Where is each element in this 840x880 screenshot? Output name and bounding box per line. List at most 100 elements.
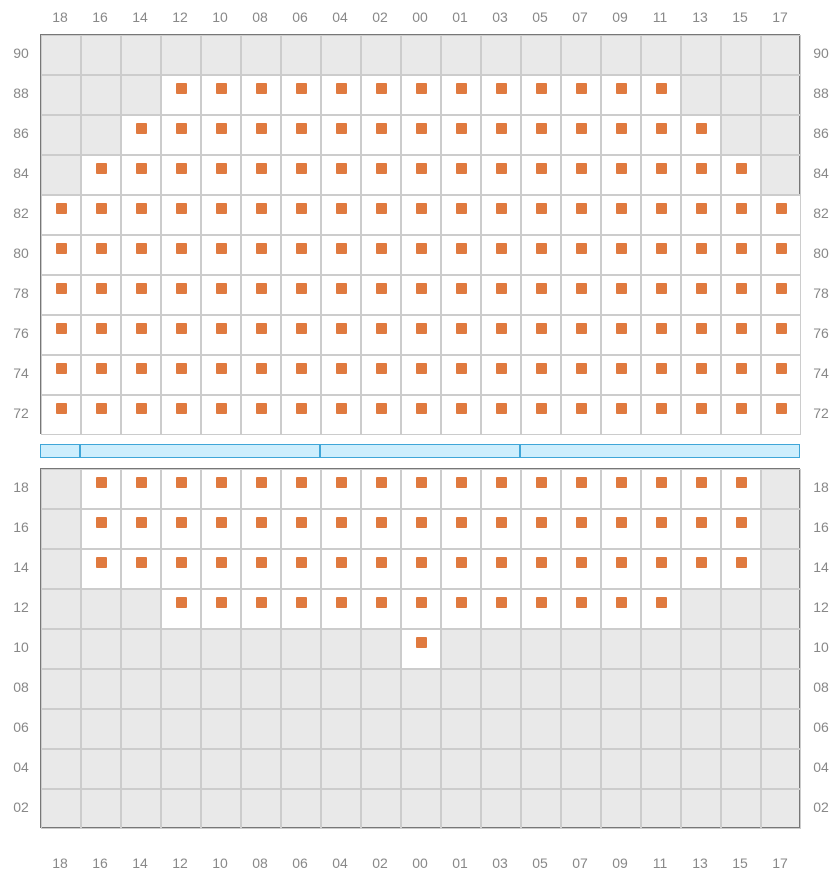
seat-marker[interactable] xyxy=(216,123,227,134)
seat-marker[interactable] xyxy=(776,403,787,414)
seat-marker[interactable] xyxy=(416,557,427,568)
seat-marker[interactable] xyxy=(736,243,747,254)
seat-marker[interactable] xyxy=(496,323,507,334)
seat-marker[interactable] xyxy=(696,363,707,374)
seat-marker[interactable] xyxy=(336,123,347,134)
seat-marker[interactable] xyxy=(496,597,507,608)
seat-marker[interactable] xyxy=(216,323,227,334)
seat-marker[interactable] xyxy=(456,477,467,488)
seat-marker[interactable] xyxy=(176,163,187,174)
seat-marker[interactable] xyxy=(136,163,147,174)
seat-marker[interactable] xyxy=(416,323,427,334)
seat-marker[interactable] xyxy=(96,517,107,528)
seat-marker[interactable] xyxy=(616,363,627,374)
seat-marker[interactable] xyxy=(416,363,427,374)
seat-marker[interactable] xyxy=(456,163,467,174)
seat-marker[interactable] xyxy=(576,243,587,254)
seat-marker[interactable] xyxy=(736,403,747,414)
seat-marker[interactable] xyxy=(576,557,587,568)
seat-marker[interactable] xyxy=(656,323,667,334)
seat-marker[interactable] xyxy=(536,243,547,254)
seat-marker[interactable] xyxy=(576,363,587,374)
seat-marker[interactable] xyxy=(736,283,747,294)
seat-marker[interactable] xyxy=(576,323,587,334)
seat-marker[interactable] xyxy=(336,283,347,294)
seat-marker[interactable] xyxy=(56,243,67,254)
seat-marker[interactable] xyxy=(456,83,467,94)
seat-marker[interactable] xyxy=(416,283,427,294)
seat-marker[interactable] xyxy=(656,243,667,254)
seat-marker[interactable] xyxy=(136,363,147,374)
seat-marker[interactable] xyxy=(136,203,147,214)
seat-marker[interactable] xyxy=(376,323,387,334)
seat-marker[interactable] xyxy=(656,123,667,134)
seat-marker[interactable] xyxy=(496,243,507,254)
seat-marker[interactable] xyxy=(136,477,147,488)
seat-marker[interactable] xyxy=(616,163,627,174)
seat-marker[interactable] xyxy=(696,163,707,174)
seat-marker[interactable] xyxy=(296,163,307,174)
seat-marker[interactable] xyxy=(576,83,587,94)
seat-marker[interactable] xyxy=(296,323,307,334)
seat-marker[interactable] xyxy=(736,557,747,568)
seat-marker[interactable] xyxy=(616,477,627,488)
seat-marker[interactable] xyxy=(456,203,467,214)
seat-marker[interactable] xyxy=(256,477,267,488)
seat-marker[interactable] xyxy=(216,283,227,294)
seat-marker[interactable] xyxy=(96,283,107,294)
seat-marker[interactable] xyxy=(256,557,267,568)
seat-marker[interactable] xyxy=(256,163,267,174)
seat-marker[interactable] xyxy=(216,597,227,608)
seat-marker[interactable] xyxy=(56,363,67,374)
seat-marker[interactable] xyxy=(96,557,107,568)
seat-marker[interactable] xyxy=(656,83,667,94)
seat-marker[interactable] xyxy=(456,557,467,568)
seat-marker[interactable] xyxy=(416,477,427,488)
seat-marker[interactable] xyxy=(376,363,387,374)
seat-marker[interactable] xyxy=(696,323,707,334)
seat-marker[interactable] xyxy=(216,203,227,214)
seat-marker[interactable] xyxy=(496,163,507,174)
seat-marker[interactable] xyxy=(96,163,107,174)
seat-marker[interactable] xyxy=(176,363,187,374)
seat-marker[interactable] xyxy=(736,203,747,214)
seat-marker[interactable] xyxy=(776,283,787,294)
seat-marker[interactable] xyxy=(496,517,507,528)
seat-marker[interactable] xyxy=(496,403,507,414)
seat-marker[interactable] xyxy=(536,323,547,334)
seat-marker[interactable] xyxy=(96,323,107,334)
seat-marker[interactable] xyxy=(536,83,547,94)
seat-marker[interactable] xyxy=(536,557,547,568)
seat-marker[interactable] xyxy=(496,83,507,94)
seat-marker[interactable] xyxy=(176,323,187,334)
seat-marker[interactable] xyxy=(776,363,787,374)
seat-marker[interactable] xyxy=(56,323,67,334)
seat-marker[interactable] xyxy=(616,243,627,254)
seat-marker[interactable] xyxy=(696,517,707,528)
seat-marker[interactable] xyxy=(616,517,627,528)
seat-marker[interactable] xyxy=(656,163,667,174)
seat-marker[interactable] xyxy=(376,517,387,528)
seat-marker[interactable] xyxy=(176,403,187,414)
seat-marker[interactable] xyxy=(456,323,467,334)
seat-marker[interactable] xyxy=(776,243,787,254)
seat-marker[interactable] xyxy=(176,477,187,488)
seat-marker[interactable] xyxy=(776,323,787,334)
seat-marker[interactable] xyxy=(616,557,627,568)
seat-marker[interactable] xyxy=(216,517,227,528)
seat-marker[interactable] xyxy=(296,203,307,214)
seat-marker[interactable] xyxy=(456,243,467,254)
seat-marker[interactable] xyxy=(136,403,147,414)
seat-marker[interactable] xyxy=(496,283,507,294)
seat-marker[interactable] xyxy=(176,243,187,254)
seat-marker[interactable] xyxy=(576,283,587,294)
seat-marker[interactable] xyxy=(256,203,267,214)
seat-marker[interactable] xyxy=(616,283,627,294)
seat-marker[interactable] xyxy=(536,363,547,374)
seat-marker[interactable] xyxy=(216,83,227,94)
seat-marker[interactable] xyxy=(376,163,387,174)
seat-marker[interactable] xyxy=(696,123,707,134)
seat-marker[interactable] xyxy=(536,517,547,528)
seat-marker[interactable] xyxy=(176,203,187,214)
seat-marker[interactable] xyxy=(256,283,267,294)
